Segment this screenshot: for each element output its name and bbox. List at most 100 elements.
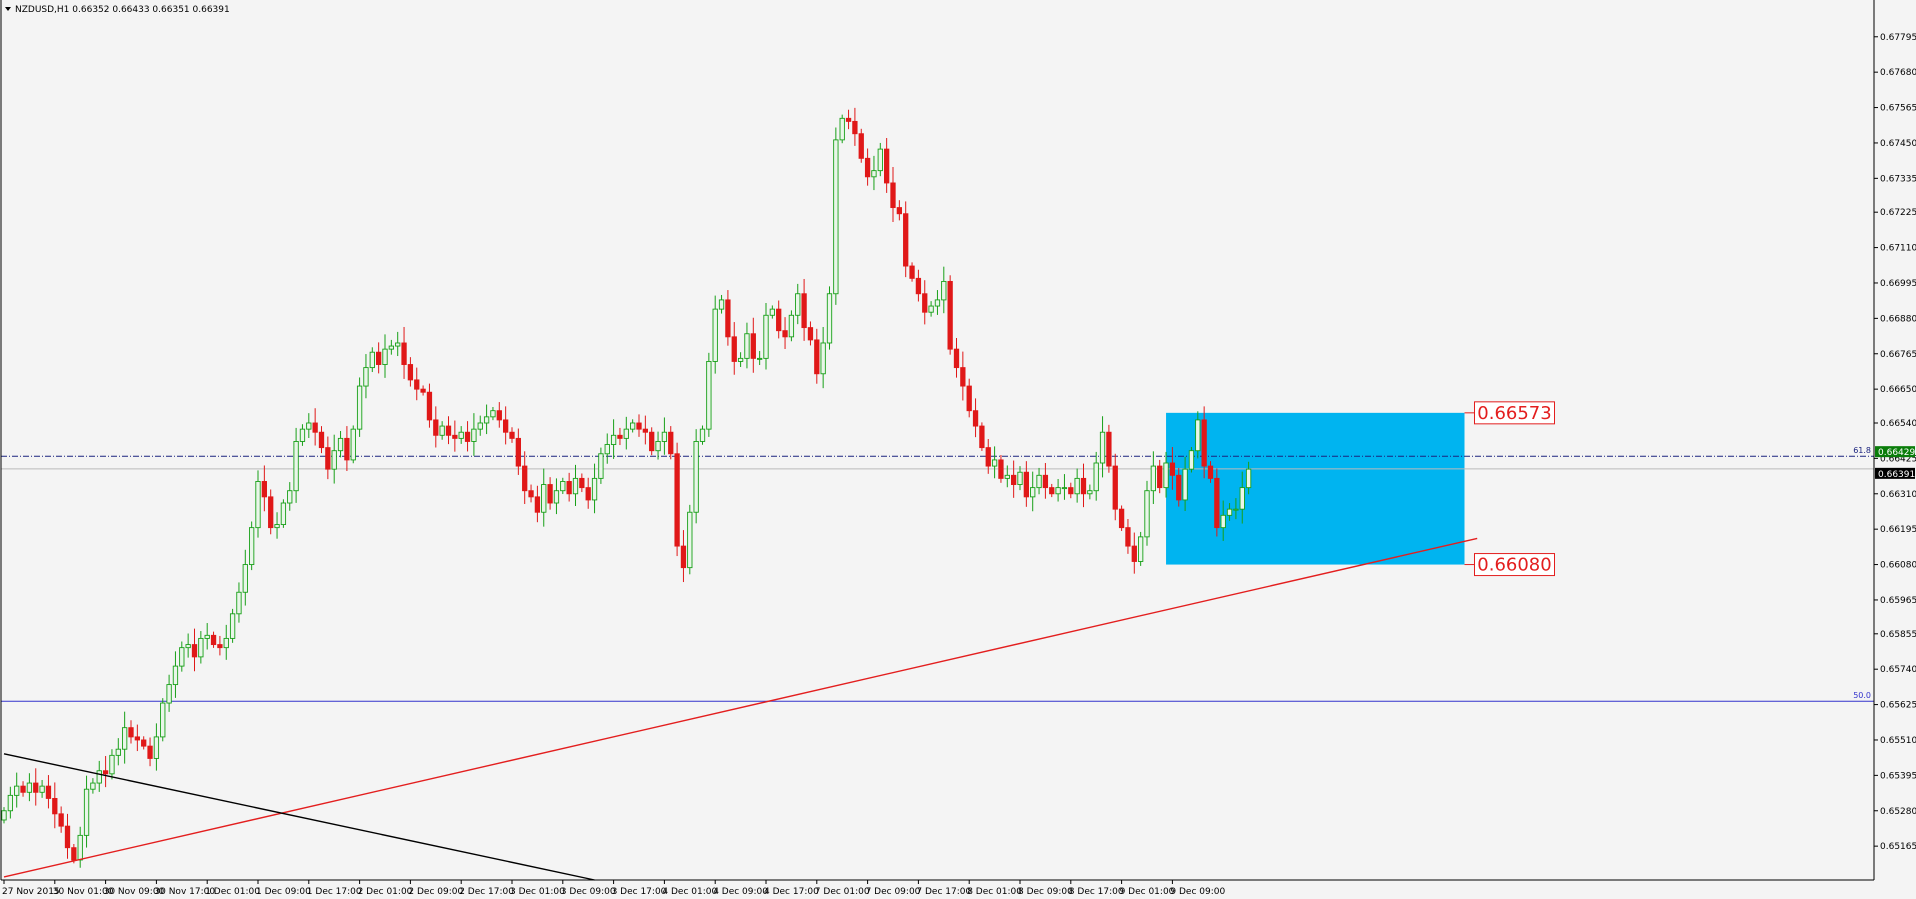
candle <box>610 419 617 459</box>
candle <box>363 354 369 399</box>
candle <box>1030 471 1036 512</box>
candle <box>1093 451 1099 501</box>
candle <box>522 451 528 504</box>
candle <box>185 633 191 658</box>
candle <box>344 426 350 472</box>
price-tick-label: 0.66080 <box>1880 561 1916 571</box>
candle <box>407 357 414 387</box>
time-tick-label: 2 Dec 17:00 <box>459 887 514 897</box>
candle <box>52 782 58 829</box>
time-tick-label: 1 Dec 01:00 <box>205 887 260 897</box>
candle <box>312 408 318 446</box>
candle <box>833 127 839 305</box>
level-label: 61.8 <box>1853 446 1871 455</box>
candle <box>947 275 953 355</box>
candle <box>280 499 287 528</box>
candle <box>604 433 610 464</box>
candle <box>858 128 864 163</box>
candle <box>579 473 585 493</box>
time-tick-label: 1 Dec 09:00 <box>256 887 311 897</box>
candle <box>1061 474 1068 500</box>
candle <box>725 290 731 346</box>
candle <box>941 266 947 314</box>
candle <box>1176 467 1182 507</box>
candle <box>115 738 121 766</box>
time-tick-label: 7 Dec 09:00 <box>866 887 921 897</box>
candle-layer <box>1 107 1252 868</box>
price-tick-label: 0.66310 <box>1880 490 1916 500</box>
consolidation-zone[interactable] <box>1166 412 1465 565</box>
candle <box>71 843 77 864</box>
candle <box>261 465 267 512</box>
candle <box>960 351 966 401</box>
price-tick-label: 0.65965 <box>1880 596 1916 606</box>
candle <box>871 155 877 191</box>
candle <box>26 773 33 802</box>
candle <box>153 723 160 771</box>
candle <box>788 310 795 342</box>
candle <box>376 342 382 374</box>
candle <box>395 331 401 357</box>
candle <box>229 608 236 643</box>
trendline-layer[interactable] <box>3 537 1478 881</box>
time-tick-label: 4 Dec 01:00 <box>662 887 717 897</box>
candle <box>1087 484 1093 500</box>
candle <box>744 322 750 369</box>
time-tick-label: 2 Dec 01:00 <box>358 887 413 897</box>
candle <box>369 347 375 373</box>
time-tick-label: 8 Dec 09:00 <box>1018 887 1073 897</box>
candle <box>1055 479 1061 502</box>
triangle-down-icon[interactable] <box>5 7 11 11</box>
time-tick-label: 3 Dec 01:00 <box>510 887 565 897</box>
candle <box>757 350 763 366</box>
candle <box>630 419 636 433</box>
price-badge <box>1875 467 1915 479</box>
price-tick-label: 0.66995 <box>1880 279 1916 289</box>
candle <box>674 442 680 557</box>
header-readout: NZDUSD,H1 0.66352 0.66433 0.66351 0.6639… <box>15 5 230 15</box>
candle <box>109 749 115 780</box>
time-tick-label: 9 Dec 01:00 <box>1120 887 1175 897</box>
candle <box>737 352 744 367</box>
candle <box>845 109 852 130</box>
candle <box>471 413 477 456</box>
candle <box>14 772 20 808</box>
candle <box>1 807 7 824</box>
candle <box>1036 467 1042 495</box>
candle <box>33 768 39 806</box>
candle <box>979 422 985 451</box>
price-tick-label: 0.67110 <box>1880 244 1916 254</box>
candle <box>210 631 217 648</box>
candle <box>814 328 820 384</box>
candle <box>642 415 649 445</box>
candle <box>1137 531 1144 566</box>
price-tick-label: 0.65165 <box>1880 842 1916 852</box>
price-tick-label: 0.65740 <box>1880 665 1916 675</box>
candle <box>299 424 306 446</box>
zone-layer <box>1166 412 1465 565</box>
rising-support-trendline[interactable] <box>3 537 1478 878</box>
candle <box>623 416 629 450</box>
candle <box>864 148 871 186</box>
zone-bottom-label-box <box>1474 553 1555 577</box>
candle <box>1163 451 1169 498</box>
candle <box>1074 468 1080 503</box>
candle <box>553 478 560 515</box>
candle <box>20 781 26 797</box>
candle <box>617 427 623 446</box>
price-axis[interactable]: 0.67795 0.67680 0.67565 0.67450 0.67335 0.672… <box>1874 33 1916 852</box>
candle <box>750 317 756 373</box>
candle <box>325 436 331 480</box>
candle <box>560 477 566 495</box>
candle <box>1220 500 1226 541</box>
time-tick-label: 1 Dec 17:00 <box>307 887 362 897</box>
candle <box>661 417 668 455</box>
candle <box>64 813 71 859</box>
candle <box>668 426 674 460</box>
candle <box>795 283 801 325</box>
candle <box>820 326 826 389</box>
falling-line-trendline[interactable] <box>3 753 595 881</box>
time-tick-label: 8 Dec 01:00 <box>967 887 1022 897</box>
